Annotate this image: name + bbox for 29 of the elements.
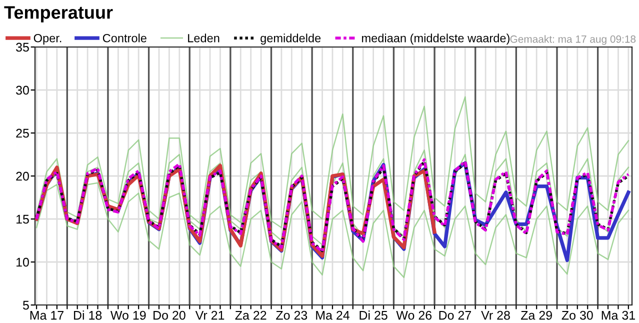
- x-tick-label: Ma 17: [30, 311, 64, 320]
- text: Gemaakt: ma 17 aug 09:18: [510, 35, 636, 45]
- y-tick-label: 5: [22, 300, 29, 310]
- x-tick-label: Za 22: [235, 310, 266, 320]
- x-tick-label: Vr 21: [195, 310, 224, 320]
- chart-title: Temperatuur: [4, 6, 113, 22]
- x-tick-label: Ma 24: [316, 310, 350, 320]
- x-tick-label: Ma 31: [602, 310, 635, 320]
- x-tick-label: Zo 23: [276, 310, 308, 320]
- y-tick-label: 30: [16, 86, 29, 95]
- y-tick-label: 15: [16, 214, 29, 224]
- x-tick-label: Do 27: [439, 310, 471, 320]
- x-tick-label: Za 29: [521, 310, 552, 320]
- x-tick-label: Do 20: [154, 310, 186, 320]
- legend-label: mediaan (middelste waarde): [362, 34, 510, 45]
- y-tick-label: 35: [16, 42, 29, 52]
- legend-label: Oper.: [34, 34, 62, 45]
- legend-label: Leden: [188, 34, 220, 42]
- x-tick-label: Wo 26: [396, 310, 432, 320]
- x-tick-label: Wo 19: [110, 310, 146, 320]
- legend-label: Controle: [102, 34, 146, 42]
- x-tick-label: Di 25: [360, 310, 388, 320]
- legend-label: gemiddelde: [260, 34, 321, 45]
- y-tick-label: 10: [16, 258, 29, 267]
- y-tick-label: 25: [16, 128, 29, 138]
- x-tick-label: Zo 30: [562, 310, 593, 320]
- y-tick-label: 20: [16, 172, 29, 181]
- x-tick-label: Vr 28: [481, 310, 510, 320]
- x-tick-label: Di 18: [74, 310, 102, 320]
